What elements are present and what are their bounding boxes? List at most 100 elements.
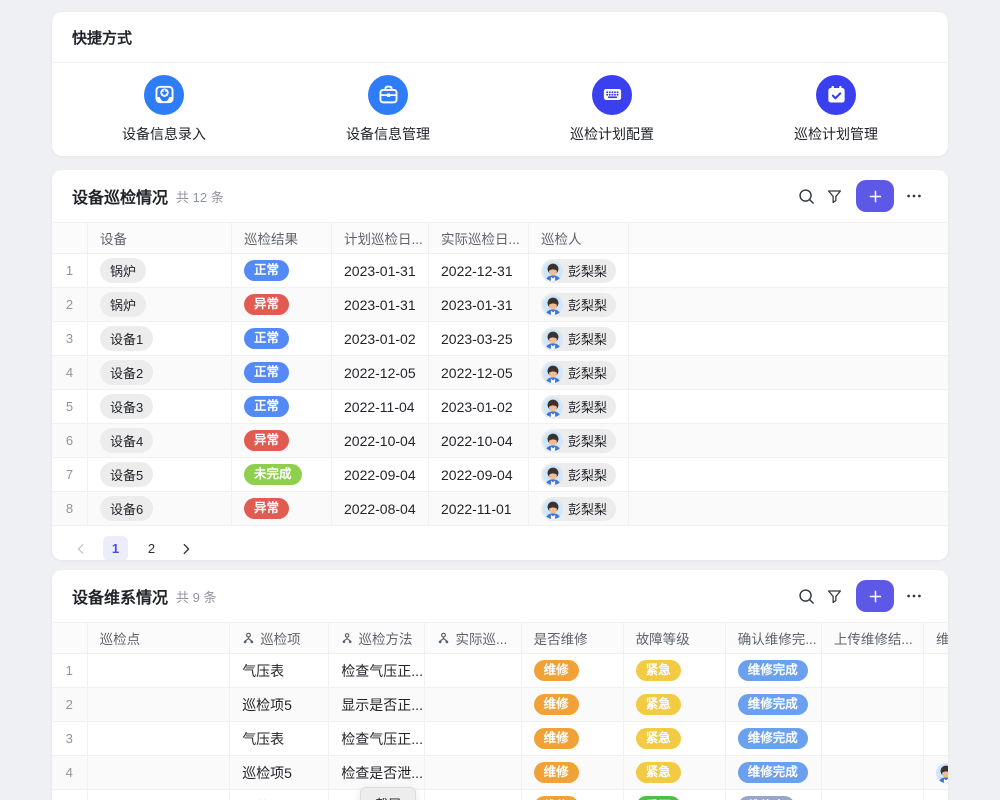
table-row[interactable]: 2 锅炉 异常 2023-01-31 2023-01-31 彭梨梨 xyxy=(52,288,948,322)
shortcut-item[interactable]: 巡检计划管理 xyxy=(724,74,948,144)
shortcut-item[interactable]: 设备信息录入 xyxy=(52,74,276,144)
confirm-cell: 维修完成 xyxy=(726,756,822,789)
table-row[interactable]: 1 锅炉 正常 2023-01-31 2022-12-31 彭梨梨 xyxy=(52,254,948,288)
point-cell xyxy=(88,722,231,755)
person-chip: 彭梨梨 xyxy=(541,360,616,385)
row-number: 2 xyxy=(52,288,88,321)
column-header[interactable]: 巡检点 xyxy=(88,623,231,653)
column-label: 实际巡... xyxy=(455,632,508,647)
column-header[interactable]: 巡检方法 xyxy=(329,623,426,653)
device-cell: 设备2 xyxy=(88,356,232,389)
prev-page-icon[interactable] xyxy=(70,538,92,560)
column-header[interactable]: 实际巡... xyxy=(425,623,522,653)
column-header[interactable]: 巡检结果 xyxy=(232,223,332,253)
column-header[interactable]: 是否维修 xyxy=(522,623,624,653)
table-row[interactable]: 4 巡检项5 检查是否泄... 维修 紧急 维修完成 xyxy=(52,756,948,790)
more-icon[interactable] xyxy=(900,582,928,610)
shortcut-label: 巡检计划管理 xyxy=(794,125,878,142)
device-cell: 设备4 xyxy=(88,424,232,457)
item-cell: 气压表 xyxy=(230,722,330,755)
column-header[interactable]: 故障等级 xyxy=(624,623,726,653)
repair-badge: 维修 xyxy=(533,761,579,784)
page-button[interactable]: 1 xyxy=(103,536,128,560)
item-cell: 巡检项5 xyxy=(230,688,330,721)
trailing-cell xyxy=(924,756,948,789)
level-badge: 紧急 xyxy=(635,659,681,682)
method-cell: 检查气压正... xyxy=(329,722,426,755)
inspection-table: 设备 巡检结果 计划巡检日... 实际巡检日... 巡检人 1 锅炉 正常 2023-01-3… xyxy=(52,222,948,526)
column-header[interactable]: 计划巡检日... xyxy=(332,223,429,253)
column-label: 上传维修结... xyxy=(833,632,913,647)
person-chip: 彭梨梨 xyxy=(541,326,616,351)
shortcut-item[interactable]: 设备信息管理 xyxy=(276,74,500,144)
repair-cell: 维修 xyxy=(522,790,624,800)
maintenance-card: 设备维系情况 共 9 条 巡检点 巡检项 巡检方法 实际巡... 是否维修 故障等级 确认维… xyxy=(52,570,948,800)
more-icon[interactable] xyxy=(900,182,928,210)
table-row[interactable]: 6 设备4 异常 2022-10-04 2022-10-04 彭梨梨 xyxy=(52,424,948,458)
repair-cell: 维修 xyxy=(522,688,624,721)
repair-badge: 维修 xyxy=(533,795,579,800)
avatar xyxy=(936,762,948,783)
row-number: 1 xyxy=(52,254,88,287)
upload-cell xyxy=(822,790,924,800)
page-button[interactable]: 2 xyxy=(147,541,156,556)
inspector-cell: 彭梨梨 xyxy=(529,288,629,321)
shortcut-item[interactable]: 巡检计划配置 xyxy=(500,74,724,144)
table-row[interactable]: 1 气压表 检查气压正... 维修 紧急 维修完成 xyxy=(52,654,948,688)
column-label: 巡检项 xyxy=(260,632,301,647)
table-row[interactable]: 3 气压表 检查气压正... 维修 紧急 维修完成 xyxy=(52,722,948,756)
column-header[interactable]: 上传维修结... xyxy=(822,623,924,653)
column-header[interactable]: 巡检人 xyxy=(529,223,629,253)
result-cell: 异常 xyxy=(232,288,332,321)
add-record-button[interactable] xyxy=(856,180,894,212)
column-header[interactable]: 实际巡检日... xyxy=(429,223,529,253)
person-name: 彭梨梨 xyxy=(568,400,608,415)
next-page-icon[interactable] xyxy=(175,538,197,560)
confirm-cell: 维修完成 xyxy=(726,688,822,721)
column-header[interactable]: 确认维修完... xyxy=(726,623,822,653)
column-label: 巡检方法 xyxy=(358,632,413,647)
planned-date-cell: 2022-10-04 xyxy=(332,424,429,457)
person-name: 彭梨梨 xyxy=(568,298,608,313)
upload-cell xyxy=(822,756,924,789)
column-header[interactable]: 巡检项 xyxy=(230,623,330,653)
search-icon[interactable] xyxy=(792,182,820,210)
status-badge: 正常 xyxy=(244,361,290,384)
inspector-cell: 彭梨梨 xyxy=(529,390,629,423)
table-row[interactable]: 7 设备5 未完成 2022-09-04 2022-09-04 彭梨梨 xyxy=(52,458,948,492)
row-number: 4 xyxy=(52,756,88,789)
device-cell: 锅炉 xyxy=(88,254,232,287)
briefcase-icon xyxy=(368,74,408,115)
device-cell: 设备6 xyxy=(88,492,232,525)
keyboard-icon xyxy=(592,74,632,115)
search-icon[interactable] xyxy=(792,582,820,610)
table-row[interactable]: 2 巡检项5 显示是否正... 维修 紧急 维修完成 xyxy=(52,688,948,722)
column-label: 巡检点 xyxy=(99,632,141,647)
column-header[interactable]: 设备 xyxy=(88,223,232,253)
empty-cell xyxy=(629,458,948,491)
column-header[interactable]: 维 xyxy=(924,623,948,653)
table-row[interactable]: 4 设备2 正常 2022-12-05 2022-12-05 彭梨梨 xyxy=(52,356,948,390)
person-chip: 彭梨梨 xyxy=(541,394,616,419)
column-label: 确认维修完... xyxy=(737,632,817,647)
upload-cell xyxy=(822,654,924,687)
point-cell xyxy=(88,688,231,721)
empty-cell xyxy=(629,492,948,525)
inspector-cell: 彭梨梨 xyxy=(529,356,629,389)
add-record-button[interactable] xyxy=(856,580,894,612)
device-chip: 设备2 xyxy=(100,360,154,385)
empty-cell xyxy=(629,356,948,389)
filter-icon[interactable] xyxy=(820,182,848,210)
table-row[interactable]: 5 设备3 正常 2022-11-04 2023-01-02 彭梨梨 xyxy=(52,390,948,424)
table-row[interactable]: 8 设备6 异常 2022-08-04 2022-11-01 彭梨梨 xyxy=(52,492,948,526)
table-header-row: 巡检点 巡检项 巡检方法 实际巡... 是否维修 故障等级 确认维修完... 上传维修结...… xyxy=(52,622,948,654)
actual-date-cell: 2022-12-05 xyxy=(429,356,529,389)
actual-date-cell: 2023-03-25 xyxy=(429,322,529,355)
filter-icon[interactable] xyxy=(820,582,848,610)
column-label: 是否维修 xyxy=(533,632,588,647)
result-cell: 未完成 xyxy=(232,458,332,491)
table-row[interactable]: 3 设备1 正常 2023-01-02 2023-03-25 彭梨梨 xyxy=(52,322,948,356)
avatar xyxy=(543,328,563,349)
trailing-cell xyxy=(924,688,948,721)
